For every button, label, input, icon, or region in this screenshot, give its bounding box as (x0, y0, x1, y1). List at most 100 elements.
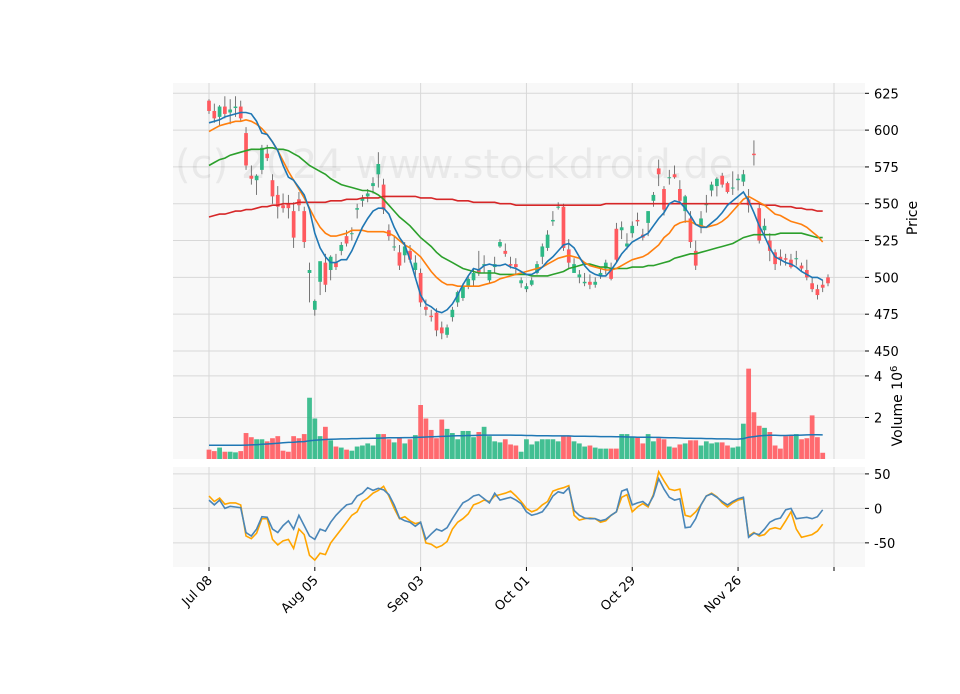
price-tick-label: 625 (874, 87, 899, 102)
candle-body (302, 211, 307, 243)
oscillator-tick-label: 0 (874, 502, 882, 517)
candlestick (736, 174, 740, 191)
candlestick (360, 194, 365, 207)
volume-bar (444, 428, 450, 459)
candle-body (572, 264, 576, 273)
candle-body (275, 194, 280, 207)
candlestick (424, 299, 428, 316)
candle-body (318, 261, 322, 282)
candlestick (286, 194, 291, 219)
volume-bar (561, 436, 566, 459)
candle-body (545, 234, 550, 248)
candlestick (720, 172, 725, 188)
x-tick-label: Oct 29 (598, 573, 639, 614)
candle-body (651, 194, 656, 201)
moving-average-orange (208, 118, 824, 288)
candlestick (302, 206, 307, 248)
candle-body (646, 211, 650, 223)
volume-bar (582, 446, 588, 459)
volume-bar (635, 437, 640, 459)
candle-body (588, 281, 592, 285)
candlestick (519, 277, 523, 288)
candle-body (662, 189, 666, 210)
candle-body (461, 286, 465, 298)
candle-body (207, 100, 211, 111)
candle-body (699, 218, 703, 226)
volume-bar (301, 434, 307, 459)
candlestick (318, 261, 322, 296)
candle-body (709, 184, 714, 191)
volume-bar (375, 434, 381, 459)
volume-bar (762, 427, 767, 459)
volume-bar (820, 452, 826, 459)
volume-bar (735, 446, 741, 459)
volume-bar (328, 440, 334, 459)
candlestick (529, 277, 534, 287)
candlestick (551, 211, 555, 226)
volume-bar (275, 436, 281, 459)
candlestick (212, 103, 217, 123)
volume-tick-label: 2 (874, 411, 882, 426)
volume-axis-label: Volume 106 (889, 366, 907, 447)
candle-body (418, 272, 423, 303)
candlestick (223, 96, 227, 119)
candlestick (598, 268, 603, 279)
candle-body (286, 203, 291, 209)
candle-body (360, 197, 365, 201)
volume-bar (714, 442, 720, 459)
volume-bar (799, 439, 804, 459)
volume-bar (576, 443, 582, 459)
volume-bar (238, 451, 244, 459)
volume-bar (402, 443, 408, 459)
volume-bar (529, 444, 535, 459)
volume-bar (354, 446, 360, 459)
volume-bar (233, 452, 238, 459)
moving-average-blue (208, 111, 824, 314)
candlestick (217, 105, 222, 126)
candle-body (783, 258, 788, 260)
candle-body (334, 262, 338, 268)
candlestick (699, 211, 703, 234)
candlestick (630, 221, 635, 238)
price-tick-label: 450 (874, 345, 899, 360)
candlestick (783, 253, 788, 266)
candle-body (291, 211, 296, 238)
candle-body (752, 153, 756, 156)
volume-bar (397, 437, 402, 459)
volume-bar (672, 447, 677, 459)
candlestick (413, 255, 418, 278)
candlestick (254, 174, 259, 195)
volume-bar (746, 368, 752, 459)
candle-body (223, 106, 227, 114)
volume-bar (428, 429, 434, 459)
volume-bar (608, 448, 614, 459)
volume-bar (502, 439, 508, 459)
candle-body (228, 109, 233, 113)
candlestick (582, 272, 587, 287)
candlestick (439, 321, 444, 340)
candlestick (270, 174, 275, 204)
volume-bar (571, 441, 577, 459)
candlestick (323, 253, 328, 293)
candle-body (476, 270, 481, 273)
candle-body (371, 183, 375, 187)
candle-body (445, 327, 449, 335)
volume-bar (386, 439, 392, 459)
candle-body (498, 242, 502, 247)
candle-body (815, 289, 820, 296)
volume-bar (423, 418, 429, 459)
x-tick-label: Oct 01 (492, 573, 533, 614)
price-axis-label: Price (905, 201, 921, 235)
candle-body (487, 270, 492, 281)
volume-bar (291, 436, 297, 459)
candle-body (503, 250, 508, 254)
candlestick (635, 212, 640, 226)
candlestick (244, 127, 248, 170)
candlestick (429, 309, 434, 322)
volume-bar (338, 447, 344, 459)
volume-bar (613, 448, 619, 459)
volume-bar (534, 441, 540, 459)
candlestick (450, 306, 455, 322)
volume-bar (661, 439, 667, 459)
volume-bar (651, 441, 656, 459)
